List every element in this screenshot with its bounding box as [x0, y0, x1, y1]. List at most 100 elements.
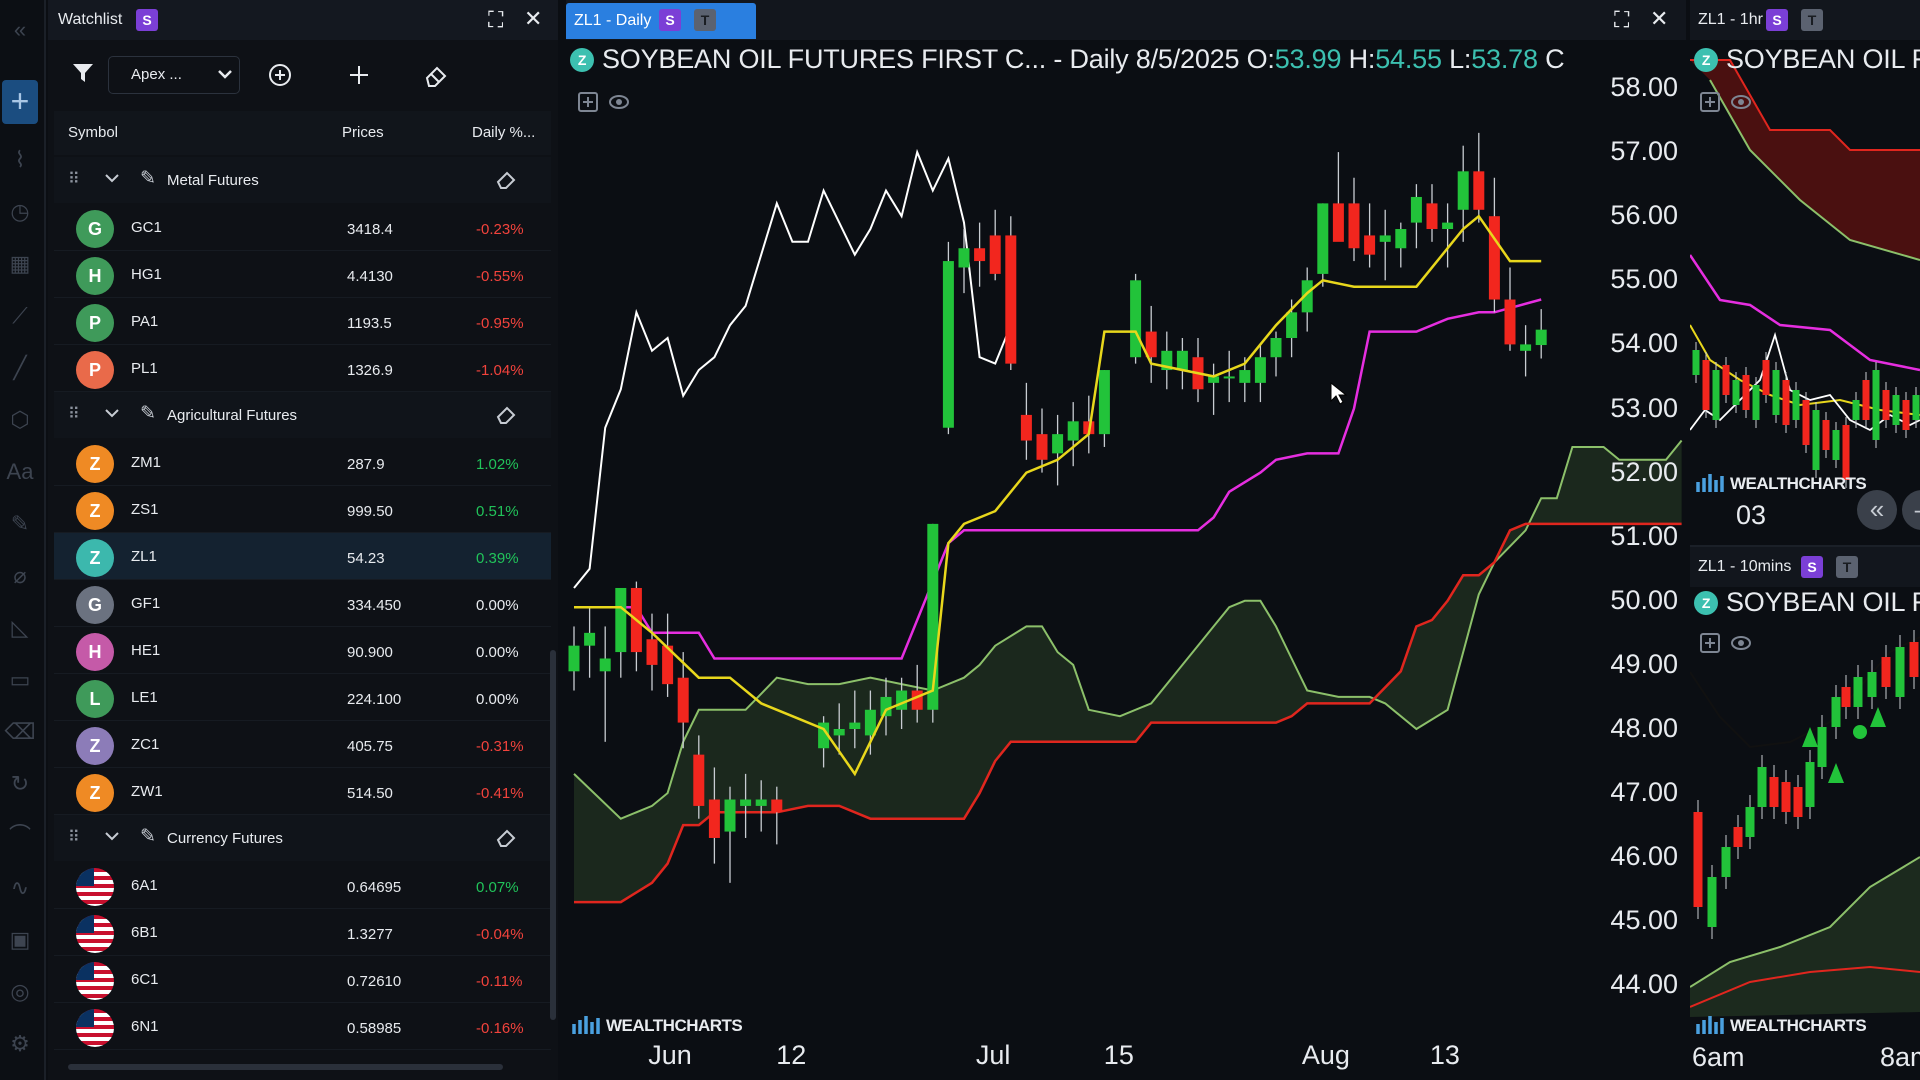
watchlist-selector-value: Apex ...: [131, 66, 182, 83]
clear-group-icon[interactable]: [494, 402, 518, 432]
ichimoku-cloud: [1690, 60, 1920, 260]
target-icon[interactable]: ◎: [10, 979, 30, 1004]
price-chart[interactable]: [566, 0, 1686, 1080]
close-icon[interactable]: ✕: [1650, 6, 1669, 31]
watchlist-row[interactable]: Z ZC1 405.75 -0.31%: [54, 721, 551, 768]
ten-minute-chart-tab-title[interactable]: ZL1 - 10mins: [1698, 558, 1792, 575]
symbol-badge: Z: [1694, 48, 1718, 72]
eraser-icon[interactable]: ⌫: [4, 719, 36, 744]
main-chart-tab[interactable]: ZL1 - Daily S T: [566, 3, 756, 39]
watchlist-group[interactable]: ⠿ ✎ Currency Futures: [54, 815, 551, 861]
symbol-daily-change: 0.07%: [476, 879, 519, 896]
column-symbol[interactable]: Symbol: [68, 124, 119, 141]
close-icon[interactable]: ✕: [524, 6, 543, 31]
hourly-price-chart[interactable]: [1690, 0, 1920, 545]
add-indicator-icon: [1700, 633, 1720, 653]
collapse-icon[interactable]: «: [13, 17, 27, 42]
text-icon[interactable]: Aa: [6, 459, 34, 484]
watchlist-row[interactable]: Z ZL1 54.23 0.39%: [54, 533, 551, 580]
watchlist-group[interactable]: ⠿ ✎ Agricultural Futures: [54, 392, 551, 438]
indicator-icon[interactable]: ⌒: [8, 823, 31, 848]
ray-icon[interactable]: ╱: [13, 355, 27, 380]
edit-group-icon[interactable]: ✎: [140, 168, 156, 189]
mouse-cursor: [1330, 381, 1348, 405]
zoom-out-button[interactable]: –: [1902, 490, 1920, 530]
refresh-icon[interactable]: ↻: [10, 771, 30, 796]
candle-body: [1395, 229, 1407, 249]
drag-handle-icon[interactable]: ⠿: [68, 171, 80, 188]
ruler-icon[interactable]: ⌀: [13, 563, 27, 588]
pencil-icon[interactable]: ✎: [10, 511, 30, 536]
candle-body: [1832, 430, 1840, 460]
watchlist-row[interactable]: P PA1 1193.5 -0.95%: [54, 298, 551, 345]
add-symbol-icon[interactable]: [344, 60, 374, 90]
watchlist-row[interactable]: H HE1 90.900 0.00%: [54, 627, 551, 674]
candle-body: [1410, 196, 1422, 223]
filter-icon[interactable]: [70, 60, 100, 90]
column-prices[interactable]: Prices: [342, 124, 384, 141]
rectangle-icon[interactable]: ▭: [9, 667, 31, 692]
price-axis[interactable]: 58.00 57.00 56.00 55.00 54.00 53.00 52.00 51.00…: [1596, 0, 1678, 1040]
strategy-badge[interactable]: S: [136, 9, 158, 31]
ten-minute-chart-panel[interactable]: ZL1 - 10mins S T Z SOYBEAN OIL F WEALTHCH…: [1690, 545, 1920, 1080]
edit-group-icon[interactable]: ✎: [140, 403, 156, 424]
calendar-icon[interactable]: ▦: [9, 251, 31, 276]
strategy-badge[interactable]: S: [1801, 556, 1823, 578]
scroll-back-button[interactable]: «: [1857, 490, 1897, 530]
candle-body: [1733, 827, 1743, 847]
watchlist-group[interactable]: ⠿ ✎ Metal Futures: [54, 157, 551, 203]
watchlist-row[interactable]: Z ZS1 999.50 0.51%: [54, 486, 551, 533]
strategy-badge[interactable]: S: [1766, 9, 1788, 31]
add-circle-icon[interactable]: [265, 60, 295, 90]
column-daily-change[interactable]: Daily %...: [472, 124, 536, 141]
drag-handle-icon[interactable]: ⠿: [68, 406, 80, 423]
watchlist-row[interactable]: 6N1 0.58985 -0.16%: [54, 1003, 551, 1050]
watchlist-row[interactable]: G GC1 3418.4 -0.23%: [54, 204, 551, 251]
settings-icon[interactable]: ⚙: [10, 1031, 30, 1056]
clear-group-icon[interactable]: [494, 167, 518, 197]
candle-body: [1332, 203, 1344, 242]
strategy-badge[interactable]: S: [659, 9, 681, 31]
time-axis[interactable]: Jun 12 Jul 15 Aug 13: [566, 1040, 1596, 1080]
watchlist-horizontal-scrollbar[interactable]: [68, 1064, 503, 1070]
watchlist-selector[interactable]: Apex ...: [108, 56, 240, 94]
candle-body: [1892, 395, 1900, 425]
clear-group-icon[interactable]: [494, 825, 518, 855]
watchlist-row[interactable]: G GF1 334.450 0.00%: [54, 580, 551, 627]
candle-body: [1831, 697, 1841, 727]
template-badge[interactable]: T: [1801, 9, 1823, 31]
watchlist-row[interactable]: H HG1 4.4130 -0.55%: [54, 251, 551, 298]
watchlist-row[interactable]: P PL1 1326.9 -1.04%: [54, 345, 551, 392]
chevron-down-icon[interactable]: [104, 169, 120, 192]
clock-icon[interactable]: ◷: [10, 199, 30, 224]
chevron-down-icon[interactable]: [104, 827, 120, 850]
watchlist-row[interactable]: Z ZW1 514.50 -0.41%: [54, 768, 551, 815]
watchlist-row[interactable]: Z ZM1 287.9 1.02%: [54, 439, 551, 486]
hourly-chart-panel[interactable]: ZL1 - 1hr S T Z SOYBEAN OIL F WEALTHCHART…: [1690, 0, 1920, 545]
layers-icon[interactable]: ▣: [9, 927, 31, 952]
main-chart-panel[interactable]: ZL1 - Daily S T ⛶ ✕ Z SOYBEAN OIL FUTURES…: [566, 0, 1686, 1080]
watchlist-row[interactable]: 6C1 0.72610 -0.11%: [54, 956, 551, 1003]
watchlist-row[interactable]: 6B1 1.3277 -0.04%: [54, 909, 551, 956]
maximize-icon[interactable]: ⛶: [488, 7, 504, 32]
crosshair-icon[interactable]: +: [2, 80, 38, 124]
candle-body: [864, 709, 876, 736]
shape-icon[interactable]: ⬡: [10, 407, 30, 432]
maximize-icon[interactable]: ⛶: [1614, 7, 1630, 32]
edit-group-icon[interactable]: ✎: [140, 826, 156, 847]
ten-minute-price-chart[interactable]: [1690, 547, 1920, 1080]
drag-handle-icon[interactable]: ⠿: [68, 829, 80, 846]
eraser-icon[interactable]: [421, 60, 451, 90]
measure-icon[interactable]: ◺: [11, 615, 29, 640]
candle-body: [693, 754, 705, 806]
line-tool-icon[interactable]: ⌇: [14, 147, 26, 172]
drawing-icon[interactable]: ∿: [10, 875, 30, 900]
watchlist-vertical-scrollbar[interactable]: [550, 650, 556, 1020]
chevron-down-icon[interactable]: [104, 404, 120, 427]
template-badge[interactable]: T: [1836, 556, 1858, 578]
trend-icon[interactable]: ⟋: [12, 303, 28, 328]
hourly-chart-tab-title[interactable]: ZL1 - 1hr: [1698, 11, 1763, 28]
template-badge[interactable]: T: [694, 9, 716, 31]
watchlist-row[interactable]: 6A1 0.64695 0.07%: [54, 862, 551, 909]
watchlist-row[interactable]: L LE1 224.100 0.00%: [54, 674, 551, 721]
